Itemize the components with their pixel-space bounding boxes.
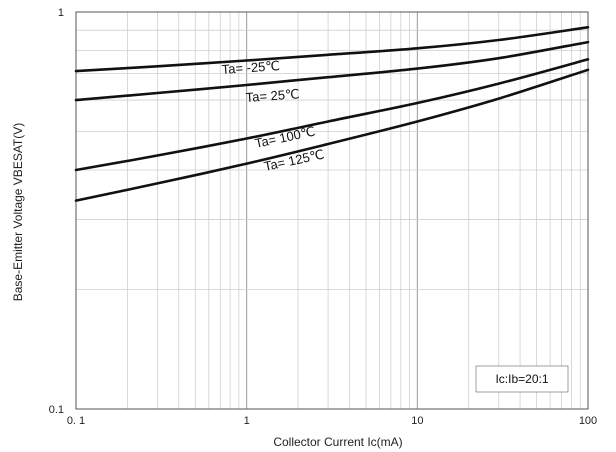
y-tick-label: 0.1	[49, 404, 64, 416]
series-line-4	[74, 68, 590, 202]
annotation-text: Ic:Ib=20:1	[495, 372, 548, 386]
x-axis-label: Collector Current Ic(mA)	[273, 435, 402, 449]
plot-background	[76, 12, 588, 409]
y-tick-label: 1	[58, 7, 64, 19]
x-tick-label: 100	[579, 415, 597, 427]
annotation-box	[475, 365, 569, 393]
x-tick-label: 0. 1	[67, 415, 85, 427]
series-label-ta-minus25: Ta= -25℃	[221, 58, 280, 77]
series-line-1	[74, 26, 590, 73]
plot-frame	[75, 11, 589, 410]
series-label-ta-25: Ta= 25℃	[245, 86, 300, 105]
y-axis-label: Base-Emitter Voltage VBESAT(V)	[11, 123, 25, 302]
series-line-3	[74, 58, 590, 172]
tick-labels: 0. 1 1 10 100 0.1 1	[49, 7, 597, 427]
x-tick-label: 10	[411, 415, 423, 427]
x-tick-label: 1	[244, 415, 250, 427]
series-line-2	[74, 40, 590, 102]
series-layer	[74, 26, 590, 202]
